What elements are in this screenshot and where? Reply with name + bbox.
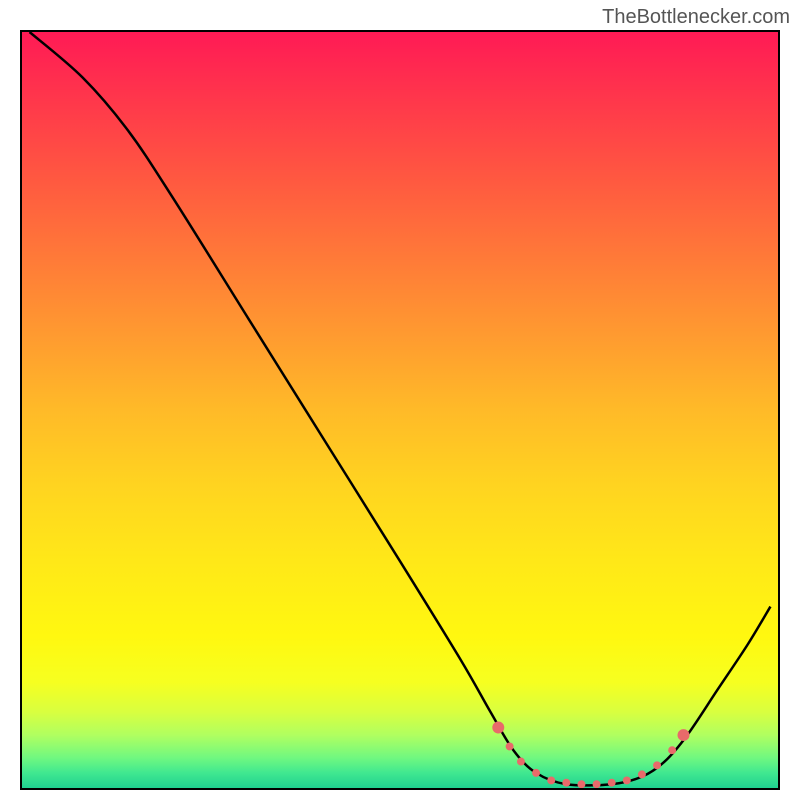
gradient-background (22, 32, 778, 788)
marker-point (623, 776, 631, 784)
marker-point (517, 758, 525, 766)
marker-point (608, 779, 616, 787)
marker-point (506, 742, 514, 750)
watermark-text: TheBottlenecker.com (602, 6, 790, 29)
marker-point (593, 780, 601, 788)
marker-point (577, 780, 585, 788)
chart-svg (22, 32, 778, 788)
marker-point (638, 770, 646, 778)
marker-point (492, 722, 504, 734)
marker-point (562, 779, 570, 787)
marker-point (547, 776, 555, 784)
marker-point (678, 729, 690, 741)
chart-area (20, 30, 780, 790)
marker-point (653, 761, 661, 769)
marker-point (668, 746, 676, 754)
marker-point (532, 769, 540, 777)
